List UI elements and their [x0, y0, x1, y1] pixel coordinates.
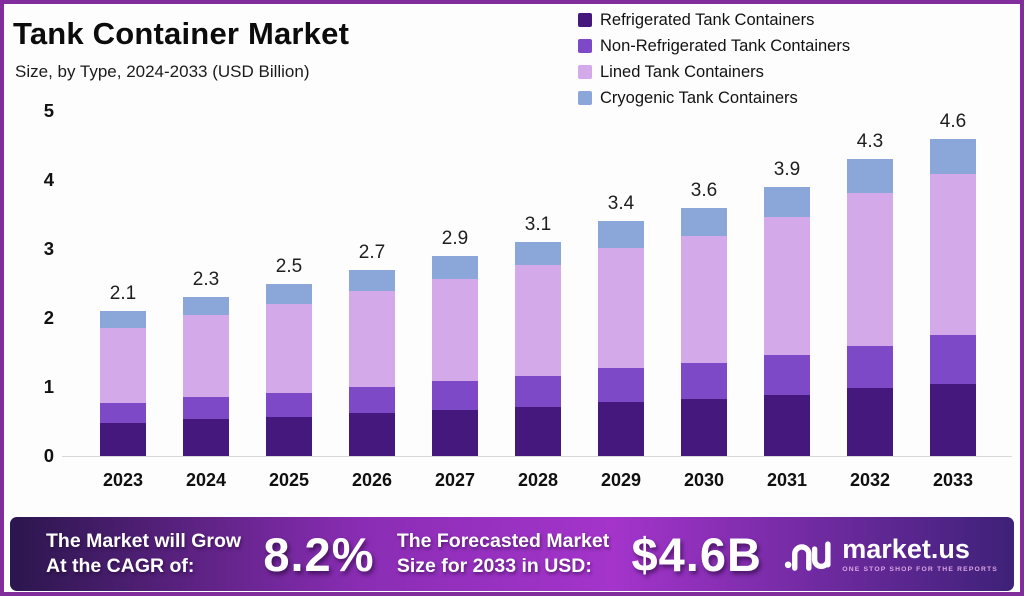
brand-name: market.us — [842, 533, 970, 564]
footer-banner: The Market will Grow At the CAGR of: 8.2… — [10, 517, 1014, 591]
bar-segment — [432, 255, 478, 279]
legend-item: Refrigerated Tank Containers — [578, 7, 850, 33]
cagr-value: 8.2% — [263, 527, 375, 581]
x-axis-label: 2027 — [434, 470, 476, 490]
bar-segment — [930, 174, 976, 336]
bar-segment — [515, 264, 561, 376]
x-axis-label: 2032 — [849, 470, 891, 490]
bar-segment — [847, 159, 893, 194]
legend-swatch-icon — [578, 13, 592, 27]
bar-segment — [598, 368, 644, 403]
x-axis-label: 2025 — [268, 470, 310, 490]
chart-legend: Refrigerated Tank Containers Non-Refriger… — [578, 7, 850, 111]
bar-segment — [515, 242, 561, 265]
x-axis-label: 2029 — [600, 470, 642, 490]
legend-label: Cryogenic Tank Containers — [600, 88, 798, 107]
bar-segment — [681, 235, 727, 363]
bar-segment — [266, 303, 312, 393]
marketus-logo-icon — [785, 541, 831, 571]
stacked-bar-chart: 0 1 2 3 4 5 2.1 2023 2.3 2024 2.5 2025 2.7 2026 2.9 202… — [4, 4, 1020, 514]
bar-segment — [183, 297, 229, 316]
bar-segment — [349, 269, 395, 292]
x-axis-label: 2023 — [102, 470, 144, 490]
forecast-value: $4.6B — [631, 527, 762, 581]
bar-segment — [598, 248, 644, 369]
page-title: Tank Container Market — [13, 16, 350, 51]
bar-segment — [183, 419, 229, 456]
brand-block: market.us ONE STOP SHOP FOR THE REPORTS — [784, 533, 998, 575]
bar-segment — [847, 193, 893, 346]
bar-total-label: 4.6 — [939, 110, 967, 132]
bar-segment — [930, 138, 976, 175]
bar-total-label: 2.5 — [275, 255, 303, 277]
forecast-label: The Forecasted Market Size for 2033 in U… — [396, 529, 610, 577]
x-axis-label: 2031 — [766, 470, 808, 490]
bar-segment — [266, 416, 312, 456]
x-axis-line — [62, 456, 1012, 457]
bar-segment — [349, 291, 395, 387]
bar-segment — [266, 283, 312, 304]
bar-segment — [930, 383, 976, 456]
bar-total-label: 4.3 — [856, 131, 884, 153]
bar-total-label: 3.1 — [524, 214, 552, 236]
x-axis-label: 2028 — [517, 470, 559, 490]
bar-segment — [764, 217, 810, 356]
bar-segment — [183, 397, 229, 420]
legend-label: Lined Tank Containers — [600, 62, 764, 81]
bar-segment — [100, 422, 146, 456]
y-axis-tick: 0 — [43, 445, 54, 466]
bar-total-label: 3.6 — [690, 179, 718, 201]
bar-segment — [183, 315, 229, 398]
bar-total-label: 2.9 — [441, 227, 469, 249]
legend-swatch-icon — [578, 91, 592, 105]
legend-swatch-icon — [578, 39, 592, 53]
bar-segment — [432, 278, 478, 382]
bar-total-label: 2.7 — [358, 241, 386, 263]
y-axis-tick: 1 — [43, 376, 54, 397]
legend-item: Lined Tank Containers — [578, 59, 850, 85]
bar-segment — [930, 335, 976, 384]
y-axis-tick: 5 — [43, 100, 54, 121]
bar-segment — [515, 375, 561, 407]
x-axis-label: 2024 — [185, 470, 227, 490]
y-axis-tick: 3 — [43, 238, 54, 259]
bar-segment — [764, 186, 810, 218]
x-axis-label: 2030 — [683, 470, 725, 490]
y-axis-tick: 4 — [43, 169, 54, 190]
bar-segment — [681, 362, 727, 399]
legend-label: Non-Refrigerated Tank Containers — [600, 36, 851, 55]
cagr-label: The Market will Grow At the CAGR of: — [46, 529, 242, 577]
bar-segment — [847, 345, 893, 389]
bar-total-label: 3.4 — [607, 193, 635, 215]
page-subtitle: Size, by Type, 2024-2033 (USD Billion) — [15, 62, 310, 81]
legend-label: Refrigerated Tank Containers — [600, 10, 815, 29]
bar-total-label: 3.9 — [773, 158, 801, 180]
x-axis-label: 2026 — [351, 470, 393, 490]
y-axis-tick: 2 — [43, 307, 54, 328]
bar-segment — [515, 407, 561, 456]
bar-segment — [349, 387, 395, 414]
bar-segment — [349, 413, 395, 456]
bar-segment — [100, 311, 146, 328]
bar-segment — [764, 394, 810, 456]
legend-item: Cryogenic Tank Containers — [578, 85, 850, 111]
bar-segment — [432, 409, 478, 456]
brand-tagline: ONE STOP SHOP FOR THE REPORTS — [842, 565, 998, 573]
x-axis-label: 2033 — [932, 470, 974, 490]
bar-segment — [432, 381, 478, 410]
bar-segment — [764, 355, 810, 395]
bar-segment — [681, 207, 727, 236]
legend-item: Non-Refrigerated Tank Containers — [578, 33, 850, 59]
bar-total-label: 2.1 — [109, 283, 137, 305]
bar-segment — [266, 392, 312, 417]
bar-segment — [847, 388, 893, 456]
bar-segment — [681, 398, 727, 456]
bar-total-label: 2.3 — [192, 269, 220, 291]
legend-swatch-icon — [578, 65, 592, 79]
bar-segment — [598, 221, 644, 249]
bar-segment — [100, 327, 146, 403]
bar-segment — [598, 402, 644, 456]
bar-segment — [100, 402, 146, 423]
